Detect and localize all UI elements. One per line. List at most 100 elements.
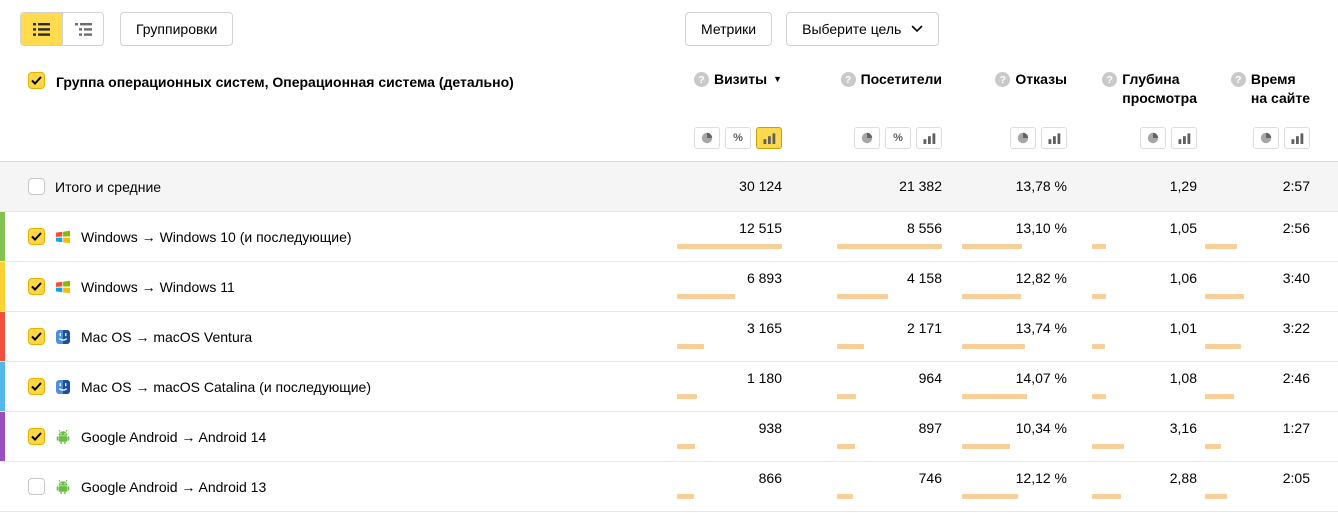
metric-value: 3,16 bbox=[1169, 420, 1197, 436]
metric-value: 746 bbox=[918, 470, 942, 486]
column-title-page-depth: ? Глубина просмотра bbox=[1102, 70, 1197, 108]
pie-toggle[interactable] bbox=[1140, 127, 1166, 149]
metric-cell-time-on-site: 2:46 bbox=[1205, 362, 1338, 411]
row-left-cell: Mac OS → macOS Ventura bbox=[0, 312, 672, 361]
metric-value: 13,74 % bbox=[1015, 320, 1067, 336]
list-view-button[interactable] bbox=[21, 13, 62, 45]
row-stripe bbox=[0, 262, 5, 311]
row-checkbox[interactable] bbox=[28, 278, 45, 295]
metric-cell-page-depth: 3,16 bbox=[1083, 412, 1213, 461]
column-label-text: Визиты bbox=[713, 71, 768, 87]
row-checkbox[interactable] bbox=[28, 428, 45, 445]
metric-bar bbox=[1092, 444, 1124, 449]
pie-toggle[interactable] bbox=[854, 127, 880, 149]
column-title-bounce-rate: ? Отказы bbox=[995, 70, 1067, 89]
tree-view-button[interactable] bbox=[62, 13, 103, 45]
column-label: Посетители bbox=[861, 70, 942, 89]
groupings-button[interactable]: Группировки bbox=[120, 12, 234, 46]
pie-toggle[interactable] bbox=[1253, 127, 1279, 149]
row-checkbox[interactable] bbox=[28, 328, 45, 345]
metric-bar-track bbox=[962, 494, 1067, 499]
row-checkbox[interactable] bbox=[28, 228, 45, 245]
goal-select-button[interactable]: Выберите цель bbox=[786, 12, 940, 46]
table-row: Windows → Windows 10 (и последующие) 12 5… bbox=[0, 212, 1338, 262]
table-row: Mac OS → macOS Ventura 3 165 2 171 13,74 % 1… bbox=[0, 312, 1338, 362]
row-checkbox[interactable] bbox=[28, 378, 45, 395]
pie-toggle[interactable] bbox=[1010, 127, 1036, 149]
help-icon[interactable]: ? bbox=[840, 72, 856, 87]
windows-icon-wrap bbox=[55, 229, 71, 245]
metric-cell-visitors: 4 158 bbox=[798, 262, 958, 311]
row-left-cell: Google Android → Android 14 bbox=[0, 412, 672, 461]
metric-cell-visits: 3 165 bbox=[672, 312, 798, 361]
metric-bar-track bbox=[962, 394, 1067, 399]
metric-bar-track bbox=[1205, 294, 1310, 299]
check-icon bbox=[31, 332, 42, 341]
metric-value: 3:22 bbox=[1282, 320, 1310, 336]
row-left-cell: Windows → Windows 11 bbox=[0, 262, 672, 311]
metric-cell-visitors: 897 bbox=[798, 412, 958, 461]
metric-cell-time-on-site: 2:57 bbox=[1213, 162, 1338, 211]
help-icon[interactable]: ? bbox=[1230, 72, 1246, 87]
windows-icon-wrap bbox=[55, 279, 71, 295]
row-checkbox[interactable] bbox=[28, 478, 45, 495]
bar-toggle[interactable] bbox=[1171, 127, 1197, 149]
metric-bar-track bbox=[837, 444, 942, 449]
metric-bar bbox=[962, 244, 1022, 249]
help-icon[interactable]: ? bbox=[995, 72, 1011, 87]
dimension-header-cell: Группа операционных систем, Операционная… bbox=[0, 58, 672, 161]
metric-bar-track bbox=[1205, 494, 1310, 499]
sort-desc-icon[interactable]: ▼ bbox=[773, 74, 782, 84]
pie-toggle[interactable] bbox=[694, 127, 720, 149]
metric-cell-visits: 12 515 bbox=[672, 212, 798, 261]
bar-toggle[interactable] bbox=[1284, 127, 1310, 149]
check-icon bbox=[31, 76, 42, 85]
row-stripe bbox=[0, 362, 5, 411]
table-row: Mac OS → macOS Catalina (и последующие) 1… bbox=[0, 362, 1338, 412]
metric-value: 30 124 bbox=[739, 178, 782, 194]
macos-icon bbox=[56, 379, 70, 394]
metric-cell-page-depth: 1,05 bbox=[1083, 212, 1213, 261]
metric-value: 13,10 % bbox=[1015, 220, 1067, 236]
metric-bar bbox=[1205, 394, 1235, 399]
metric-bar bbox=[962, 344, 1025, 349]
column-label-text: Время bbox=[1250, 71, 1296, 87]
metric-cell-time-on-site: 3:22 bbox=[1205, 312, 1338, 361]
percent-toggle[interactable]: % bbox=[725, 127, 751, 149]
metric-cell-page-depth: 1,06 bbox=[1083, 262, 1213, 311]
metric-cell-page-depth: 1,29 bbox=[1083, 162, 1213, 211]
bar-toggle[interactable] bbox=[916, 127, 942, 149]
percent-toggle[interactable]: % bbox=[885, 127, 911, 149]
metric-value: 1,29 bbox=[1169, 178, 1197, 194]
table-row: Google Android → Android 13 866 746 12,12 %… bbox=[0, 462, 1338, 512]
row-label: Mac OS → macOS Ventura bbox=[81, 328, 253, 345]
metric-bar bbox=[962, 444, 1011, 449]
metric-bar bbox=[837, 244, 942, 249]
android-icon bbox=[56, 429, 70, 444]
metric-bar bbox=[1205, 244, 1237, 249]
metric-value: 4 158 bbox=[906, 270, 942, 286]
metric-cell-bounce-rate: 13,74 % bbox=[958, 312, 1083, 361]
metric-bar bbox=[677, 344, 705, 349]
help-icon[interactable]: ? bbox=[693, 72, 709, 87]
column-label-text: Посетители bbox=[860, 71, 942, 87]
select-all-checkbox[interactable] bbox=[28, 72, 45, 89]
column-label: Отказы bbox=[1015, 70, 1067, 89]
bar-toggle[interactable] bbox=[756, 127, 782, 149]
column-label-text: Глубина bbox=[1122, 71, 1180, 87]
metric-value: 3 165 bbox=[746, 320, 782, 336]
metric-value: 10,34 % bbox=[1015, 420, 1067, 436]
metric-bar bbox=[677, 244, 782, 249]
row-checkbox[interactable] bbox=[28, 178, 45, 195]
metric-cell-time-on-site: 3:40 bbox=[1205, 262, 1338, 311]
metrics-button[interactable]: Метрики bbox=[685, 12, 773, 46]
column-title-lines: Отказы bbox=[1015, 70, 1067, 89]
metric-value: 6 893 bbox=[746, 270, 782, 286]
column-header-time-on-site: ? Время на сайте bbox=[1213, 58, 1338, 161]
help-icon[interactable]: ? bbox=[1102, 72, 1118, 87]
check-icon bbox=[31, 432, 42, 441]
bar-toggle[interactable] bbox=[1041, 127, 1067, 149]
metric-value: 8 556 bbox=[906, 220, 942, 236]
column-label: Время bbox=[1251, 70, 1296, 89]
